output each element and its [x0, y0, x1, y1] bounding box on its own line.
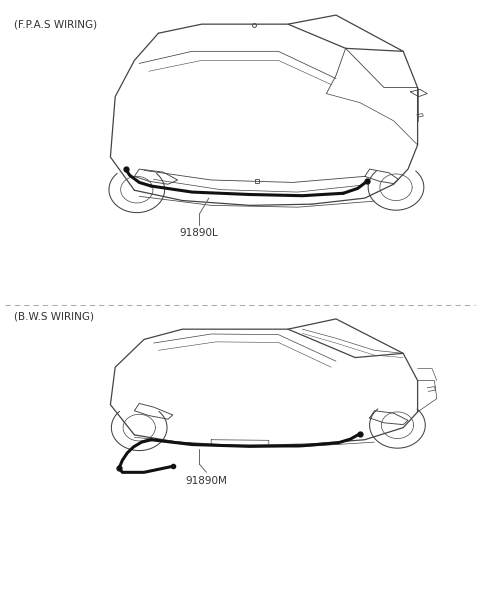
- Text: (F.P.A.S WIRING): (F.P.A.S WIRING): [14, 19, 97, 30]
- Text: 91890L: 91890L: [180, 228, 218, 239]
- Text: (B.W.S WIRING): (B.W.S WIRING): [14, 311, 95, 321]
- Text: 91890M: 91890M: [185, 476, 228, 486]
